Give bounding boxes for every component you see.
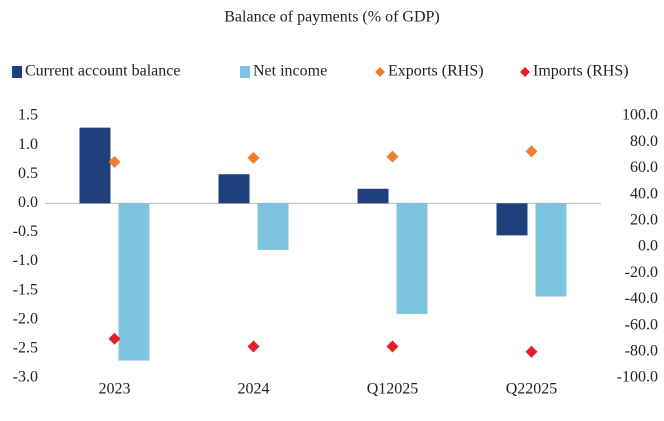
bar (357, 188, 389, 204)
x-tick-label: 2024 (238, 381, 270, 398)
legend-swatch (240, 66, 250, 78)
y2-tick-label: 0.0 (638, 238, 658, 255)
chart-title: Balance of payments (% of GDP) (224, 9, 440, 26)
diamond-marker (108, 155, 121, 168)
y-tick-label: 1.5 (18, 107, 38, 124)
y2-tick-label: 100.0 (622, 107, 658, 124)
y2-tick-label: -20.0 (625, 264, 658, 281)
y-tick-label: -3.0 (13, 369, 38, 386)
y2-tick-label: -60.0 (625, 316, 658, 333)
y2-tick-label: 40.0 (630, 185, 658, 202)
bar (257, 203, 289, 250)
y-tick-label: 0.0 (18, 194, 38, 211)
y-tick-label: -1.5 (13, 281, 38, 298)
y-tick-label: 0.5 (18, 165, 38, 182)
y-tick-label: -2.0 (13, 310, 38, 327)
y-tick-label: -0.5 (13, 223, 38, 240)
legend-label: Exports (RHS) (388, 63, 484, 80)
bar (118, 203, 150, 361)
legend-swatch (375, 67, 385, 77)
diamond-marker (525, 345, 538, 358)
y2-tick-label: -100.0 (617, 369, 658, 386)
y-tick-label: 1.0 (18, 136, 38, 153)
legend-swatch (520, 67, 530, 77)
legend-label: Current account balance (25, 63, 180, 80)
diamond-marker (386, 150, 399, 163)
y2-tick-label: 80.0 (630, 133, 658, 150)
y-tick-label: -2.5 (13, 340, 38, 357)
diamond-marker (108, 332, 121, 345)
x-tick-label: Q22025 (506, 381, 558, 398)
diamond-marker (247, 340, 260, 353)
legend-label: Net income (253, 63, 327, 80)
bar (535, 203, 567, 297)
bar (496, 203, 528, 236)
y2-tick-label: -80.0 (625, 342, 658, 359)
x-tick-label: 2023 (99, 381, 131, 398)
bar (218, 174, 250, 204)
y2-tick-label: 20.0 (630, 211, 658, 228)
diamond-marker (525, 145, 538, 158)
bar (79, 127, 111, 204)
legend-label: Imports (RHS) (533, 63, 629, 80)
x-tick-label: Q12025 (367, 381, 419, 398)
diamond-marker (247, 151, 260, 164)
y2-tick-label: 60.0 (630, 159, 658, 176)
diamond-marker (386, 340, 399, 353)
legend-swatch (12, 66, 22, 78)
y2-tick-label: -40.0 (625, 290, 658, 307)
bar (396, 203, 428, 314)
y-tick-label: -1.0 (13, 252, 38, 269)
